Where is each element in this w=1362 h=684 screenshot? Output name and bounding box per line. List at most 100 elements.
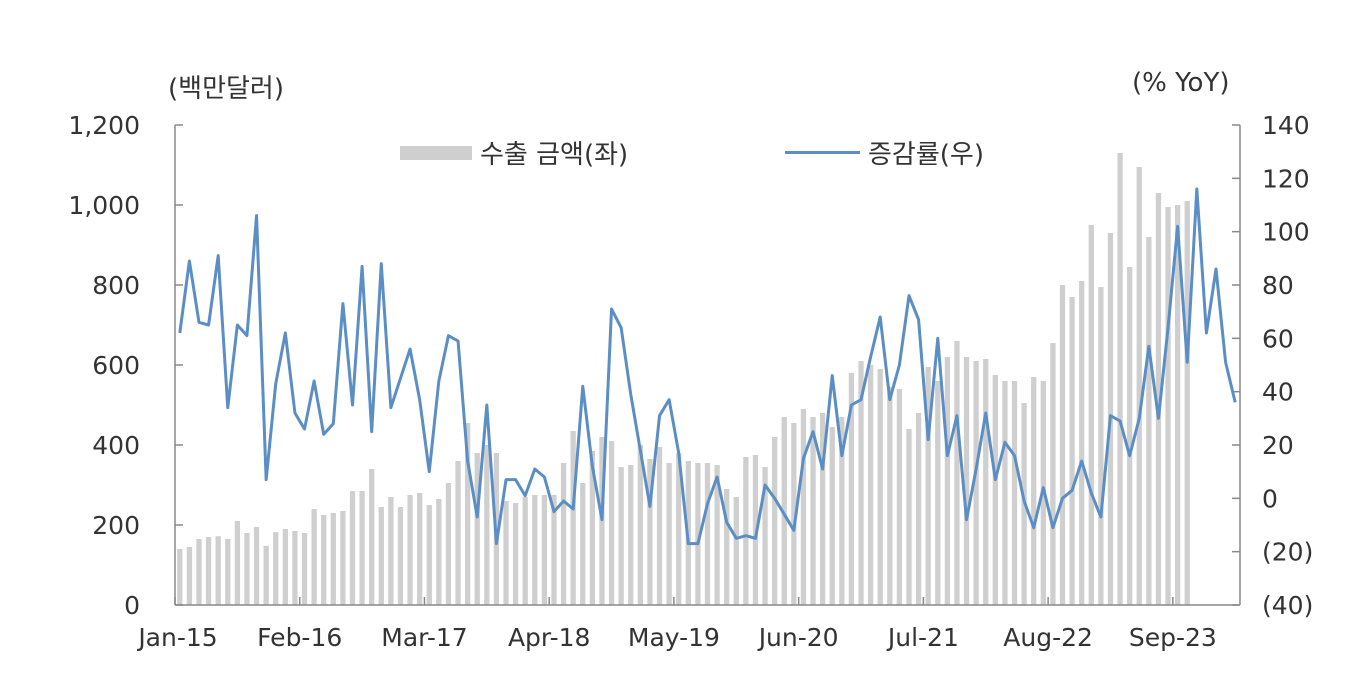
bar bbox=[676, 453, 682, 605]
bar bbox=[608, 441, 615, 605]
bar bbox=[666, 463, 672, 605]
y-right-tick-label: 140 bbox=[1262, 111, 1310, 140]
bar bbox=[1002, 381, 1008, 605]
bar bbox=[455, 461, 461, 605]
x-tick-label: Feb-16 bbox=[257, 623, 342, 652]
bar bbox=[954, 341, 960, 605]
bar bbox=[618, 467, 624, 605]
bar bbox=[839, 417, 845, 605]
bar bbox=[762, 467, 768, 605]
bar bbox=[1117, 153, 1123, 605]
x-tick-label: Aug-22 bbox=[1003, 623, 1093, 652]
left-axis-unit: (백만달러) bbox=[168, 74, 284, 104]
y-right-tick-label: 0 bbox=[1262, 484, 1278, 513]
bar bbox=[781, 417, 787, 605]
bar bbox=[301, 533, 308, 605]
bar bbox=[1175, 205, 1181, 605]
bar bbox=[359, 491, 365, 605]
bar bbox=[877, 369, 883, 605]
bar bbox=[791, 423, 797, 605]
legend-bar-swatch bbox=[400, 145, 472, 160]
bar bbox=[714, 465, 720, 605]
bar bbox=[915, 413, 922, 605]
bar bbox=[330, 513, 336, 605]
bar bbox=[292, 531, 298, 605]
bar bbox=[983, 359, 989, 605]
series-line-yoy bbox=[178, 187, 1237, 546]
bar bbox=[906, 429, 912, 605]
bar bbox=[541, 495, 548, 605]
y-left-tick-label: 600 bbox=[92, 351, 140, 380]
bar bbox=[743, 457, 749, 605]
bar bbox=[887, 387, 893, 605]
bar bbox=[589, 451, 596, 605]
legend-item-line: 증감률(우) bbox=[785, 134, 984, 171]
bar bbox=[1050, 343, 1056, 605]
bar bbox=[1127, 267, 1133, 605]
bar bbox=[628, 465, 634, 605]
bar bbox=[829, 427, 835, 605]
bar bbox=[1011, 381, 1018, 605]
bar bbox=[1098, 287, 1104, 605]
bar bbox=[1059, 285, 1066, 605]
y-left-tick-label: 200 bbox=[92, 511, 140, 540]
bar bbox=[810, 417, 816, 605]
bar bbox=[848, 373, 855, 605]
bar bbox=[512, 503, 519, 605]
y-right-tick-label: (20) bbox=[1262, 538, 1313, 567]
bar bbox=[551, 495, 557, 605]
bar bbox=[1031, 377, 1037, 605]
bar bbox=[724, 489, 730, 605]
bar bbox=[177, 549, 183, 605]
bar bbox=[1136, 167, 1142, 605]
y-left-tick-label: 1,200 bbox=[68, 111, 140, 140]
right-axis-unit: (% YoY) bbox=[1132, 68, 1230, 98]
y-right-tick-label: 100 bbox=[1262, 218, 1310, 247]
bar bbox=[1184, 201, 1190, 605]
x-tick-label: Jul-21 bbox=[886, 623, 959, 652]
x-tick-label: Apr-18 bbox=[508, 623, 590, 652]
x-tick-label: Jan-15 bbox=[136, 623, 217, 652]
bar bbox=[867, 365, 874, 605]
bar bbox=[1069, 297, 1075, 605]
bar bbox=[1155, 193, 1162, 605]
bar bbox=[417, 493, 423, 605]
y-left-tick-label: 1,000 bbox=[68, 191, 140, 220]
bar bbox=[426, 505, 432, 605]
bar bbox=[963, 357, 970, 605]
x-tick-label: May-19 bbox=[628, 623, 720, 652]
bar bbox=[321, 515, 327, 605]
bar bbox=[772, 437, 778, 605]
y-left-tick-label: 800 bbox=[92, 271, 140, 300]
y-right-tick-label: 20 bbox=[1262, 431, 1294, 460]
bar bbox=[474, 453, 480, 605]
bar bbox=[944, 357, 951, 605]
y-right-tick-label: 60 bbox=[1262, 324, 1294, 353]
bar bbox=[896, 389, 903, 605]
bar bbox=[522, 497, 528, 605]
bar bbox=[973, 361, 979, 605]
bar bbox=[225, 539, 231, 605]
bar bbox=[580, 483, 586, 605]
legend-line-swatch bbox=[785, 151, 860, 154]
x-tick-label: Mar-17 bbox=[381, 623, 467, 652]
bar bbox=[532, 495, 538, 605]
bar bbox=[263, 545, 269, 605]
bar bbox=[340, 511, 346, 605]
bar bbox=[1146, 237, 1152, 605]
bar bbox=[637, 445, 643, 605]
y-right-tick-label: 80 bbox=[1262, 271, 1294, 300]
bar bbox=[388, 497, 394, 605]
bar bbox=[369, 469, 375, 605]
bar bbox=[234, 521, 241, 605]
bar bbox=[1165, 207, 1171, 605]
bar bbox=[397, 507, 404, 605]
bar bbox=[445, 483, 452, 605]
legend-item-bar: 수출 금액(좌) bbox=[400, 134, 628, 171]
bar bbox=[253, 527, 260, 605]
bar bbox=[186, 547, 193, 605]
bar bbox=[484, 445, 490, 605]
bar bbox=[311, 509, 317, 605]
x-tick-label: Sep-23 bbox=[1129, 623, 1217, 652]
